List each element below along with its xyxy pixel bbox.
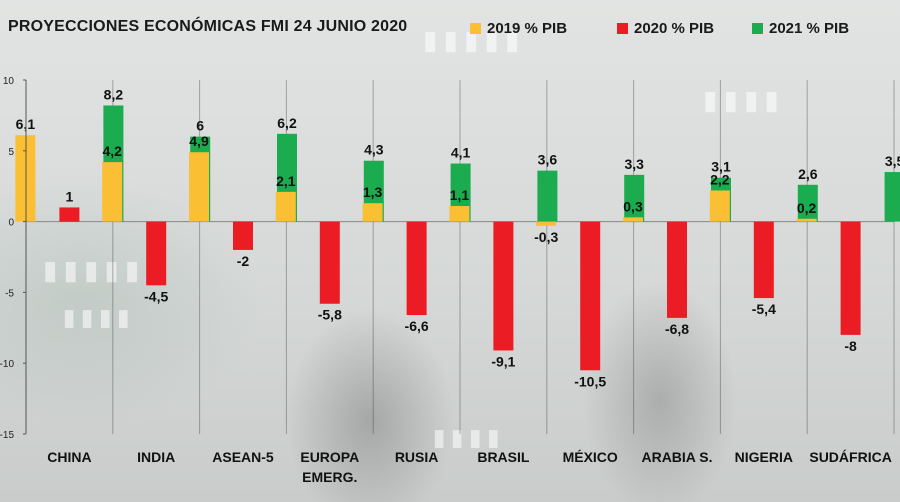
legend-item-2020: 2020 % PIB [617,20,714,37]
data-label: 1,3 [363,184,383,200]
x-tick-label: BRASIL [477,449,530,465]
bar-asean-5-2020 [233,221,253,250]
data-label: 4,9 [189,133,209,149]
data-label: 6 [196,118,204,134]
bar-india-2019 [102,162,123,222]
bar-mexico-2019 [536,221,557,226]
data-label: -6,8 [665,321,689,337]
x-tick-label: ARABIA S. [641,449,712,465]
legend-label-2020: 2020 % PIB [634,20,715,37]
data-label: 3,5 [885,153,900,169]
legend-label-2019: 2019 % PIB [487,20,568,37]
data-label: -8 [844,338,857,354]
bar-india-2020 [146,221,167,286]
bar-sudafrica-2021 [884,172,900,222]
x-tick-label: NIGERIA [735,449,793,465]
legend-item-2019: 2019 % PIB [470,20,567,37]
x-tick-label: EUROPA [300,449,359,465]
data-label: 3,3 [624,156,644,172]
data-label: -2 [237,253,250,269]
data-label: 2,6 [798,166,818,182]
data-label: 4,2 [102,143,122,159]
bar-rusia-2020 [406,221,427,316]
data-label: 8,2 [104,86,124,102]
data-label: -5,8 [318,307,342,323]
legend-swatch-2021 [752,23,763,34]
legend-swatch-2019 [470,23,481,34]
data-label: 3,1 [711,159,731,175]
bar-asean-5-2019 [189,152,209,222]
bar-europa-emerg-2019 [275,191,296,222]
x-tick-label: CHINA [47,449,91,465]
data-label: 6,2 [277,115,297,131]
data-label: 3,6 [538,152,558,168]
bar-europa-emerg-2020 [319,221,340,304]
data-label: -0,3 [534,229,558,245]
data-label: 1 [66,188,74,204]
y-tick-label: -5 [5,288,14,299]
bar-sudafrica-2020 [840,221,861,335]
data-label: 1,1 [450,187,470,203]
y-tick-label: -15 [0,430,14,441]
data-label: -5,4 [752,301,776,317]
data-label: -4,5 [144,288,168,304]
x-tick-label: SUDÁFRICA [809,449,891,465]
data-label: 0,3 [623,198,643,214]
bar-arabia-s-2020 [667,221,687,318]
data-label: 2,2 [710,171,730,187]
x-tick-label: RUSIA [395,449,439,465]
data-label: -9,1 [491,353,515,369]
bar-nigeria-2021 [797,184,818,222]
x-tick-label: MÉXICO [563,449,618,465]
bar-nigeria-2020 [753,221,774,299]
bar-mexico-2020 [580,221,601,371]
legend-label-2021: 2021 % PIB [769,20,850,37]
bar-mexico-2021 [624,174,645,222]
legend-item-2021: 2021 % PIB [752,20,849,37]
bar-rusia-2019 [362,203,383,222]
data-label: 4,1 [451,145,471,161]
bar-brasil-2020 [493,221,514,351]
chart-y-axis: 10 5 0 -5 -10 -15 [0,76,27,441]
chart-x-axis: CHINA INDIA ASEAN-5 EUROPA EMERG. RUSIA BRASIL… [47,449,892,485]
y-tick-label: 0 [8,218,14,229]
bar-arabia-s-2019 [623,217,643,222]
data-label: 0,2 [797,200,817,216]
bar-china-2020 [59,207,80,222]
data-label: 2,1 [276,173,296,189]
chart-data-labels: 6,118,24,2-4,564,9-26,22,1-5,84,31,3-6,6… [16,86,900,389]
x-tick-label: ASEAN-5 [212,449,274,465]
x-tick-label: EMERG. [302,469,357,485]
y-tick-label: 10 [3,76,15,87]
bar-sudafrica-2019 [796,218,817,222]
chart-title: PROYECCIONES ECONÓMICAS FMI 24 JUNIO 202… [8,18,408,35]
data-label: 4,3 [364,142,384,158]
chart-bars [15,105,900,371]
bar-brasil-2019 [449,206,470,222]
y-tick-label: 5 [8,147,14,158]
data-label: -10,5 [574,373,606,389]
y-tick-label: -10 [0,359,14,370]
legend-swatch-2020 [617,23,628,34]
data-label: -6,6 [405,318,429,334]
bar-brasil-2021 [537,170,558,222]
bar-nigeria-2019 [709,190,730,222]
bar-china-2019 [15,135,36,222]
x-tick-label: INDIA [137,449,175,465]
